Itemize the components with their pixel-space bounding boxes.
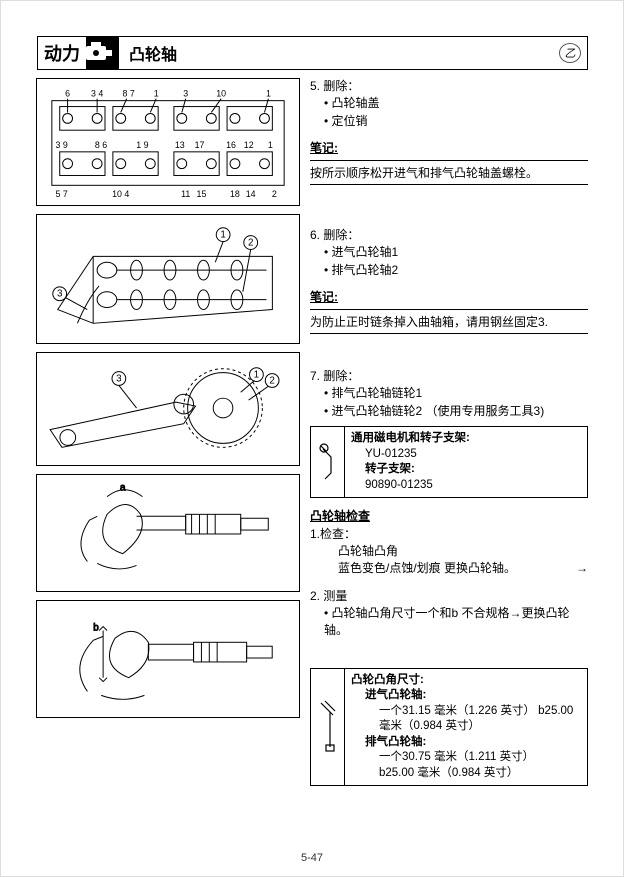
svg-text:16: 16 [226,140,236,150]
svg-text:12: 12 [244,140,254,150]
spec-exhaust-b: b25.00 毫米（0.984 英寸） [351,766,581,782]
diagram-sprocket-tool: 3 1 2 [36,352,300,466]
step-5-item-1: • 凸轮轴盖 [310,95,588,112]
inspect-1: 1.检查： [310,526,588,543]
inspection-title: 凸轮轴检查 [310,508,588,525]
svg-text:17: 17 [195,140,205,150]
spec-title: 凸轮凸角尺寸: [351,673,581,689]
caliper-icon [311,669,345,786]
inspect-1a: 凸轮轴凸角 [310,543,588,560]
svg-text:10: 10 [216,89,226,99]
svg-text:14: 14 [246,189,256,199]
diagram-micrometer-b: b [36,600,300,718]
note-5-text: 按所示顺序松开进气和排气凸轮轴盖螺栓。 [310,165,588,182]
step-7-item-1: • 排气凸轮轴链轮1 [310,385,588,402]
tool-title: 通用磁电机和转子支架: [351,431,581,447]
tool-subtitle: 转子支架: [351,462,581,478]
svg-text:3: 3 [57,289,63,300]
note-divider [310,309,588,310]
svg-text:8 7: 8 7 [122,89,134,99]
note-divider [310,333,588,334]
inspect-2: 2. 测量 [310,588,588,605]
svg-text:3: 3 [116,373,122,384]
svg-text:3 4: 3 4 [91,89,103,99]
svg-text:1: 1 [268,140,273,150]
svg-text:2: 2 [269,375,274,386]
page-number: 5-47 [1,852,623,864]
svg-text:1: 1 [254,370,259,381]
step-7-item-2: • 进气凸轮轴链轮2 （使用专用服务工具3) [310,403,588,420]
svg-text:b: b [93,622,99,633]
diagram-micrometer-a: a [36,474,300,592]
svg-text:11: 11 [181,189,190,199]
svg-text:3 9: 3 9 [56,140,68,150]
spec-exhaust-label: 排气凸轮轴: [351,736,426,748]
content-columns: 63 4 8 71 310 1 3 98 6 1 9 1317 1612 1 5… [36,78,588,790]
svg-text:6: 6 [65,89,70,99]
svg-text:18: 18 [230,189,240,199]
spec-intake-a: 一个31.15 毫米（1.226 英寸） b25.00 毫米（0.984 英寸） [351,704,581,735]
svg-text:3: 3 [183,89,188,99]
step-6-item-2: • 排气凸轮轴2 [310,262,588,279]
svg-text:5 7: 5 7 [56,189,68,199]
svg-text:13: 13 [175,140,185,150]
page-indicator-icon: 乙 [559,43,581,63]
text-column: 5. 删除： • 凸轮轴盖 • 定位销 笔记: 按所示顺序松开进气和排气凸轮轴盖… [310,78,588,790]
inspection-section: 凸轮轴检查 1.检查： 凸轮轴凸角 蓝色变色/点蚀/划痕 更换凸轮轴。→ 2. … [310,508,588,640]
svg-text:8 6: 8 6 [95,140,107,150]
note-label: 笔记: [310,289,588,306]
svg-text:10 4: 10 4 [112,189,129,199]
inspect-2a: • 凸轮轴凸角尺寸一个和b 不合规格→更换凸轮轴。 [310,605,588,640]
tool-partno-2: 90890-01235 [351,478,581,494]
section-label: 动力 [37,36,86,70]
diagram-camshafts: 1 2 3 [36,214,300,344]
wrench-icon [311,427,345,497]
step-6-heading: 6. 删除： [310,227,588,244]
note-6-text: 为防止正时链条掉入曲轴箱，请用钢丝固定3. [310,314,588,331]
step-5-item-2: • 定位销 [310,113,588,130]
step-5: 5. 删除： • 凸轮轴盖 • 定位销 笔记: 按所示顺序松开进气和排气凸轮轴盖… [310,78,588,185]
step-5-heading: 5. 删除： [310,78,588,95]
svg-text:1: 1 [266,89,271,99]
svg-text:1 9: 1 9 [136,140,148,150]
svg-text:1: 1 [220,230,225,241]
arrow-right-icon: → [574,560,588,577]
step-7: 7. 删除： • 排气凸轮轴链轮1 • 进气凸轮轴链轮2 （使用专用服务工具3) [310,368,588,498]
svg-text:a: a [120,483,126,494]
page-header: 动力 凸轮轴 乙 [74,36,588,70]
note-divider [310,184,588,185]
tool-spec-box: 通用磁电机和转子支架: YU-01235 转子支架: 90890-01235 [310,426,588,498]
svg-text:2: 2 [272,189,277,199]
inspect-1b: 蓝色变色/点蚀/划痕 更换凸轮轴。→ [310,560,588,577]
note-divider [310,160,588,161]
spec-exhaust-a: 一个30.75 毫米（1.211 英寸） [351,750,581,766]
page-title: 凸轮轴 [119,41,587,65]
diagram-cam-caps: 6 3 4 8 7 1 3 10 1 3 9 8 6 1 9 13 17 16 12 1 5… [36,78,300,206]
tool-spec-body: 通用磁电机和转子支架: YU-01235 转子支架: 90890-01235 [345,427,587,497]
tool-partno-1: YU-01235 [351,447,581,463]
spec-box: 凸轮凸角尺寸: 进气凸轮轴: 一个31.15 毫米（1.226 英寸） b25.… [310,668,588,787]
note-label: 笔记: [310,140,588,157]
svg-text:1: 1 [154,89,159,99]
svg-text:2: 2 [248,238,253,249]
step-7-heading: 7. 删除： [310,368,588,385]
spec-intake-label: 进气凸轮轴: [351,688,581,704]
manual-page: 动力 凸轮轴 乙 [0,0,624,877]
step-6-item-1: • 进气凸轮轴1 [310,244,588,261]
spec-body: 凸轮凸角尺寸: 进气凸轮轴: 一个31.15 毫米（1.226 英寸） b25.… [345,669,587,786]
illustration-column: 63 4 8 71 310 1 3 98 6 1 9 1317 1612 1 5… [36,78,300,790]
engine-icon [82,41,112,65]
step-6: 6. 删除： • 进气凸轮轴1 • 排气凸轮轴2 笔记: 为防止正时链条掉入曲轴… [310,227,588,334]
svg-text:15: 15 [197,189,207,199]
